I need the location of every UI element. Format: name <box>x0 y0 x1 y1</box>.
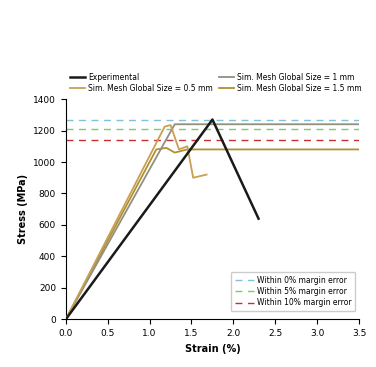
Y-axis label: Stress (MPa): Stress (MPa) <box>18 174 27 244</box>
X-axis label: Strain (%): Strain (%) <box>185 344 240 353</box>
Legend: Within 0% margin error, Within 5% margin error, Within 10% margin error: Within 0% margin error, Within 5% margin… <box>231 272 355 311</box>
